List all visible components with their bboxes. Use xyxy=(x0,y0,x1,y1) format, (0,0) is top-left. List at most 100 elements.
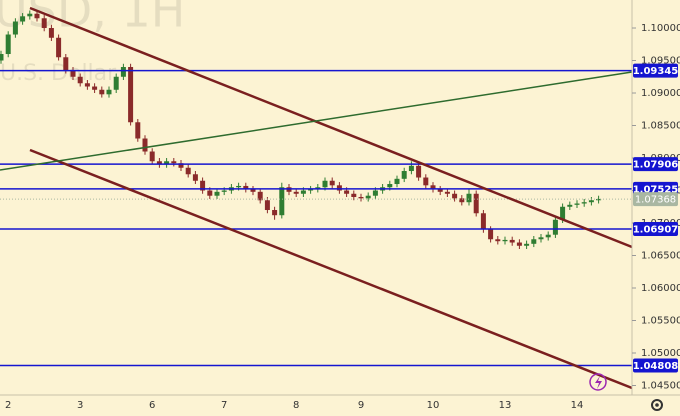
y-tick-label: 1.04500 xyxy=(641,381,680,392)
alert-icon-bolt xyxy=(595,376,602,389)
candle-body xyxy=(20,16,26,22)
level-label: 1.07525 xyxy=(633,184,679,195)
candle-body xyxy=(99,89,105,95)
candle-body xyxy=(48,28,54,38)
candle-body xyxy=(581,202,587,204)
candle-body xyxy=(12,21,18,35)
candle-body xyxy=(545,234,551,238)
last-price-label: 1.07368 xyxy=(635,195,676,206)
candle-body xyxy=(92,86,98,90)
candle-body xyxy=(272,210,278,216)
y-tick-label: 1.10000 xyxy=(641,23,680,34)
candle-body xyxy=(200,180,206,191)
candle-body xyxy=(329,180,335,186)
candle-body xyxy=(34,13,40,19)
candle-body xyxy=(77,76,83,84)
candle-body xyxy=(0,54,4,61)
candle-body xyxy=(120,67,126,77)
candle-body xyxy=(322,180,328,188)
candle-body xyxy=(437,189,443,192)
watermark-symbol: USD, 1H xyxy=(0,0,185,38)
candle-body xyxy=(466,193,472,203)
y-tick-label: 1.09500 xyxy=(641,56,680,67)
candle-body xyxy=(430,185,436,190)
candle-body xyxy=(567,204,573,207)
candle-body xyxy=(106,89,112,95)
candle-body xyxy=(538,237,544,240)
candle-body xyxy=(300,190,306,194)
candle-body xyxy=(264,200,270,211)
level-label: 1.06907 xyxy=(633,225,679,236)
y-tick-label: 1.06000 xyxy=(641,283,680,294)
settings-gear xyxy=(651,399,663,411)
price-axis: 1.100001.095001.090001.085001.080001.075… xyxy=(632,23,680,392)
x-tick-label: 2 xyxy=(5,400,11,411)
candle-body xyxy=(588,200,594,203)
x-tick-label: 13 xyxy=(499,400,512,411)
candle-body xyxy=(408,165,414,172)
candle-body xyxy=(552,219,558,235)
candle-body xyxy=(574,203,580,205)
trend-line xyxy=(0,71,633,171)
candle-body xyxy=(502,239,508,242)
candle-body xyxy=(394,178,400,185)
candle-body xyxy=(336,185,342,191)
candle-body xyxy=(488,229,494,240)
candle-body xyxy=(135,122,141,139)
candle-body xyxy=(236,185,242,188)
level-label-box xyxy=(633,63,678,78)
y-tick-label: 1.09000 xyxy=(641,88,680,99)
candle-body xyxy=(243,185,249,190)
candle-body xyxy=(473,193,479,214)
x-tick-label: 7 xyxy=(221,400,227,411)
candle-body xyxy=(113,76,119,90)
candle-body xyxy=(164,161,170,165)
candle-body xyxy=(293,191,299,194)
candle-body xyxy=(178,163,184,168)
alert-icon[interactable] xyxy=(589,373,607,391)
trend-line xyxy=(29,6,633,249)
candle-body xyxy=(56,37,62,58)
candle-body xyxy=(207,190,213,196)
candle-body xyxy=(63,57,69,71)
candle-body xyxy=(459,198,465,203)
x-tick-label: 6 xyxy=(149,400,155,411)
candle-body xyxy=(279,187,285,216)
candle-body xyxy=(480,213,486,230)
candle-body xyxy=(250,189,256,192)
level-label: 1.09345 xyxy=(633,66,679,77)
candle-body xyxy=(509,239,515,243)
candle-body xyxy=(516,242,522,246)
y-tick-label: 1.05500 xyxy=(641,316,680,327)
plot-area xyxy=(0,10,632,367)
candle-body xyxy=(524,243,530,246)
candle-body xyxy=(171,161,177,164)
candle-body xyxy=(444,191,450,194)
candle-body xyxy=(372,190,378,196)
candle-body xyxy=(192,174,198,181)
candle-body xyxy=(387,184,393,188)
candle-body xyxy=(344,190,350,194)
y-tick-label: 1.05000 xyxy=(641,348,680,359)
candle-body xyxy=(308,189,314,191)
settings-icon[interactable] xyxy=(651,399,663,411)
settings-hub xyxy=(655,403,659,407)
candle-body xyxy=(596,198,602,201)
x-tick-label: 3 xyxy=(77,400,83,411)
candle-body xyxy=(41,18,47,29)
candle-body xyxy=(452,193,458,199)
level-label: 1.07906 xyxy=(633,160,679,171)
candle-body xyxy=(221,190,227,192)
candle-body xyxy=(531,239,537,244)
y-tick-label: 1.08500 xyxy=(641,121,680,132)
candle-body xyxy=(423,177,429,186)
candle-body xyxy=(70,70,76,77)
x-tick-label: 8 xyxy=(293,400,299,411)
candle-body xyxy=(149,151,155,162)
y-tick-label: 1.06500 xyxy=(641,251,680,262)
candle-body xyxy=(5,34,11,55)
candle-body xyxy=(416,165,422,178)
candle-body xyxy=(27,13,33,17)
